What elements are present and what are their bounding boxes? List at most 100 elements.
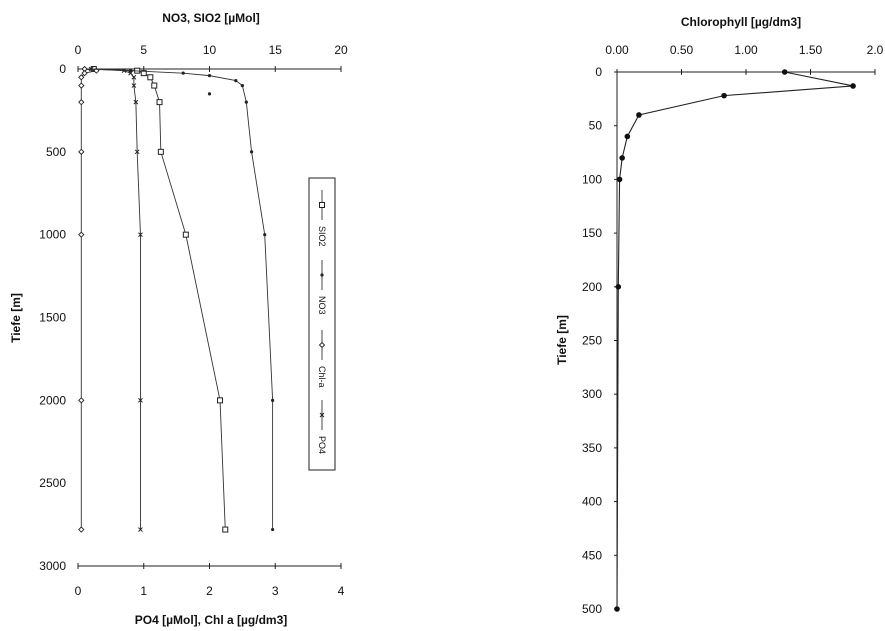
chart2-x-tick-label: 1.50 [799, 43, 823, 57]
chart1-legend-marker [318, 341, 326, 349]
chart2-x-tick-label: 1.00 [734, 43, 758, 57]
chart2-title: Chlorophyll [µg/dm3] [681, 15, 801, 29]
chart1-series-line-po4 [91, 68, 141, 530]
chart1-point-po4 [128, 70, 133, 76]
chart1-point-po4 [131, 74, 137, 80]
chart1-point-chla [78, 526, 85, 533]
chart2-y-tick-label: 250 [582, 334, 602, 348]
chart1-axes: 0 5 10 15 20 0 1 2 3 4 0 500 1000 1500 2000 2500 3000 [39, 43, 348, 598]
chart1-y-tick-label: 500 [46, 145, 66, 159]
chart2-y-axis-label: Tiefe [m] [555, 315, 569, 365]
chart1-point-sio2 [151, 82, 158, 89]
chart1-stray-point [207, 92, 212, 96]
chart1-legend-label: Chl-a [317, 366, 327, 388]
chart1-bottom-tick-label: 0 [75, 584, 82, 598]
chart1-point-sio2 [217, 397, 224, 404]
chart1-bottom-axis-label: PO4 [µMol], Chl a [µg/dm3] [135, 613, 288, 627]
chart2-point [781, 69, 788, 75]
chart1-point-no3 [271, 527, 275, 532]
chart1-point-sio2 [156, 99, 163, 106]
chart2-y-tick-label: 350 [582, 441, 602, 455]
chart2-point [614, 606, 620, 612]
chart1-point-po4 [138, 232, 143, 238]
chart1-point-chla [78, 74, 85, 81]
chart1-bottom-tick-label: 3 [272, 584, 279, 598]
chart1-top-axis-label: NO3, SIO2 [µMol] [162, 11, 260, 25]
chart2-y-tick-label: 500 [582, 602, 602, 616]
chart2-series-line [616, 71, 854, 610]
chart2-point [721, 92, 727, 99]
chart1-point-po4 [133, 99, 139, 105]
chart2-x-tick-label: 2.0 [867, 43, 884, 57]
chart1-point-sio2 [222, 526, 229, 533]
chart2-y-tick-label: 50 [589, 119, 603, 133]
chart1-bottom-tick-label: 2 [206, 584, 213, 598]
chart1-point-po4 [121, 68, 127, 74]
chart1-point-no3 [263, 233, 267, 237]
chart2-y-tick-label: 150 [582, 226, 602, 240]
chart1-series-line-no3 [84, 68, 274, 530]
chart1-point-no3 [181, 71, 185, 75]
chart1-point-po4 [138, 397, 143, 403]
chart2-y-tick-label: 450 [582, 548, 602, 562]
chart1-series-line-sio2 [93, 68, 226, 530]
chart1-point-chla [78, 148, 85, 155]
chart2-y-tick-label: 300 [582, 387, 602, 401]
chart1-point-po4 [134, 149, 140, 155]
chart2-x-tick-label: 0.50 [670, 43, 694, 57]
chart1-point-po4 [88, 66, 94, 72]
chart2-point [615, 284, 622, 290]
chart2-y-tick-label: 0 [595, 65, 602, 79]
chart1-legend-label: SIO2 [317, 226, 327, 247]
chart2-y-tick-label: 400 [582, 495, 602, 509]
chart1-series-line-chla [80, 68, 97, 530]
chart1-legend-marker [319, 202, 325, 208]
chart1-top-tick-label: 20 [334, 43, 348, 57]
chart1-point-sio2 [140, 70, 147, 77]
chart1-y-tick-label: 2000 [39, 393, 66, 407]
chart1-point-chla [78, 231, 85, 238]
chart1-bottom-tick-label: 1 [140, 584, 147, 598]
chart1-point-no3 [249, 150, 254, 154]
chart1-point-no3 [271, 398, 275, 402]
chart1-legend-marker [319, 412, 325, 418]
chart1-y-tick-label: 2500 [39, 476, 66, 490]
chart2-y-tick-label: 100 [582, 172, 602, 186]
chart1-top-tick-label: 0 [75, 43, 82, 57]
chart1-y-axis-label: Tiefe [m] [9, 293, 23, 343]
chart1-point-chla [78, 397, 85, 404]
chart1-legend-label: PO4 [317, 436, 327, 454]
chart1-point-no3 [207, 74, 212, 78]
chart2-point [624, 133, 631, 140]
chart1-legend-marker [320, 273, 324, 277]
chart1-point-sio2 [182, 231, 189, 238]
chart1-y-tick-label: 0 [59, 62, 66, 76]
chart1-point-chla [78, 82, 85, 89]
chart1-point-chla [81, 70, 88, 77]
chart1-legend-label: NO3 [317, 296, 327, 315]
chart1-point-sio2 [157, 148, 164, 155]
chart2-point [619, 155, 625, 161]
chart2-point [636, 112, 642, 118]
chart2-axes: 0.00 0.50 1.00 1.50 2.0 0 50 100 150 200 250 300 350… [582, 43, 884, 616]
chart1-point-no3 [244, 100, 248, 104]
chart1-point-po4 [131, 83, 137, 88]
chart2-point [850, 83, 856, 89]
chart1-point-po4 [138, 527, 143, 532]
chart1-y-tick-label: 1500 [39, 311, 66, 325]
chart1-top-tick-label: 10 [203, 43, 217, 57]
chart2-point [616, 176, 623, 183]
chart1-series [78, 65, 275, 533]
chart2-y-tick-label: 200 [582, 280, 602, 294]
chart1-point-no3 [240, 83, 244, 88]
chart1-y-tick-label: 1000 [39, 228, 66, 242]
chart1-legend: SIO2 NO3 Chl-a PO4 [308, 177, 336, 471]
chart1-point-no3 [129, 69, 133, 73]
chart1-top-tick-label: 5 [140, 43, 147, 57]
chart1-point-chla [78, 98, 85, 106]
chart1-y-tick-label: 3000 [39, 559, 66, 573]
chart1-point-no3 [234, 78, 238, 83]
chart2-x-tick-label: 0.00 [605, 43, 629, 57]
chart1-top-tick-label: 15 [269, 43, 283, 57]
